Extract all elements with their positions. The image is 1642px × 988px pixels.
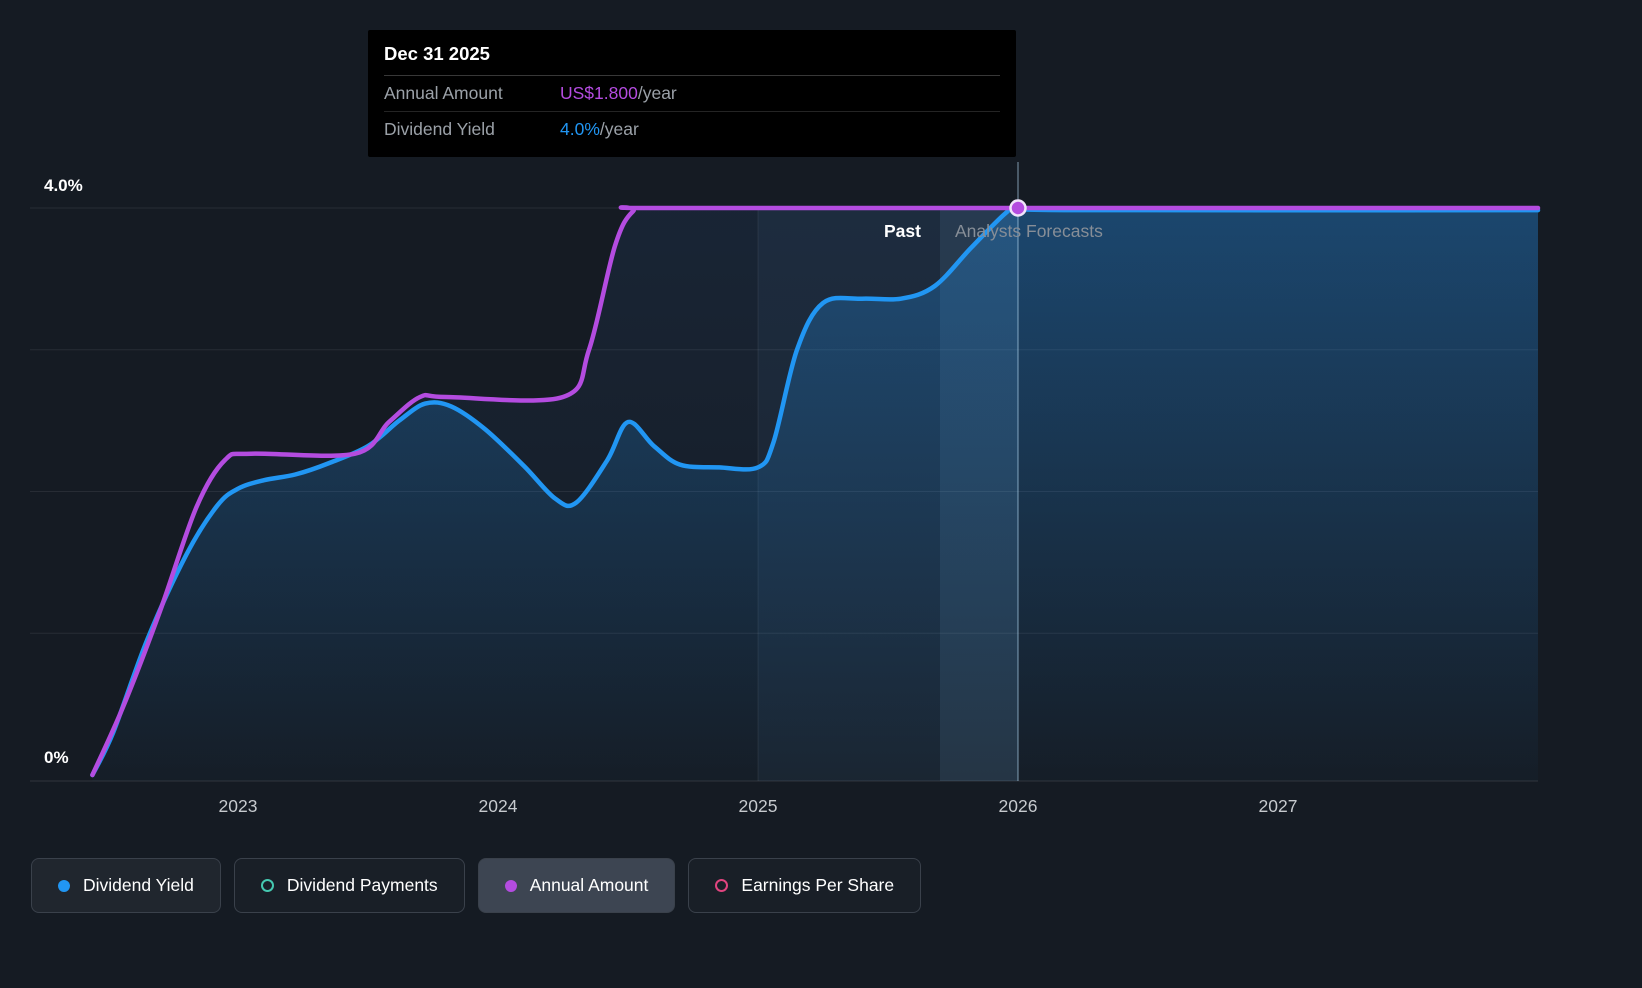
x-tick-label: 2027 <box>1259 796 1298 816</box>
tooltip-row-annual-amount: Annual Amount US$1.800 /year <box>384 76 1000 112</box>
dividend_yield-line[interactable] <box>90 205 1541 778</box>
x-tick-label: 2025 <box>739 796 778 816</box>
tooltip-value: US$1.800 <box>560 83 638 103</box>
tooltip-suffix: /year <box>637 83 677 103</box>
legend-label: Annual Amount <box>529 875 649 895</box>
tooltip-row-dividend-yield: Dividend Yield 4.0% /year <box>384 112 1000 147</box>
y-axis-label-zero: 0% <box>44 748 69 767</box>
legend-label: Dividend Payments <box>286 875 438 895</box>
tooltip-date: Dec 31 2025 <box>384 43 1000 76</box>
legend-item-earnings-per-share[interactable]: Earnings Per Share <box>688 858 922 913</box>
chart-legend: Dividend Yield Dividend Payments Annual Am… <box>31 858 922 913</box>
annual-amount-marker-icon <box>504 879 517 892</box>
legend-item-dividend-yield[interactable]: Dividend Yield <box>31 858 221 913</box>
dividend-payments-marker-icon <box>260 879 274 892</box>
legend-label: Dividend Yield <box>83 875 194 895</box>
legend-label: Earnings Per Share <box>741 875 895 895</box>
tooltip-suffix: /year <box>599 119 639 139</box>
chart-tooltip: Dec 31 2025 Annual Amount US$1.800 /year… <box>368 30 1016 157</box>
tooltip-value: 4.0% <box>560 119 600 139</box>
x-tick-label: 2026 <box>999 796 1038 816</box>
x-tick-label: 2023 <box>219 796 258 816</box>
legend-item-annual-amount[interactable]: Annual Amount <box>477 858 676 913</box>
y-axis-label-max: 4.0% <box>44 176 83 195</box>
tooltip-label: Annual Amount <box>384 83 503 103</box>
analysts-forecasts-label: Analysts Forecasts <box>955 221 1103 241</box>
hover-point-marker <box>1009 199 1027 217</box>
tooltip-label: Dividend Yield <box>384 119 495 139</box>
legend-item-dividend-payments[interactable]: Dividend Payments <box>233 858 465 913</box>
x-tick-label: 2024 <box>479 796 518 816</box>
dividend_yield-area-fill <box>92 207 1538 781</box>
earnings-per-share-marker-icon <box>715 879 729 892</box>
dividend-yield-marker-icon <box>58 879 70 892</box>
annual_amount-line[interactable] <box>90 205 1541 778</box>
past-label: Past <box>884 221 921 241</box>
